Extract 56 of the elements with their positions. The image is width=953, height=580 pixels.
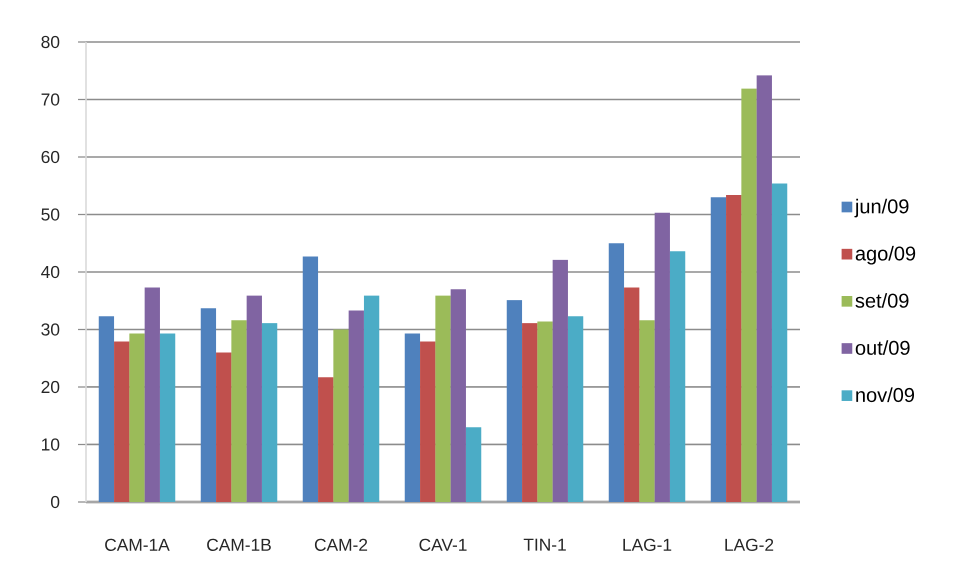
y-tick-label: 10 <box>42 438 60 451</box>
x-tick-label: CAV-1 <box>419 538 467 551</box>
bar <box>654 212 670 502</box>
y-tick-label: 60 <box>42 150 60 164</box>
x-tick-label: TIN-1 <box>524 538 566 551</box>
legend-label: jun/09 <box>854 198 908 218</box>
bar <box>466 427 482 502</box>
legend-label: out/09 <box>856 340 910 355</box>
bar <box>710 197 726 502</box>
x-tick-label: CAM-2 <box>314 538 368 551</box>
y-tick-label: 40 <box>41 266 60 278</box>
bar <box>670 251 686 502</box>
y-tick-label: 70 <box>42 93 60 106</box>
x-tick-label: CAM-1B <box>207 538 271 551</box>
bar <box>608 243 624 502</box>
bar <box>552 260 568 502</box>
y-tick-label: 20 <box>42 380 60 394</box>
bar <box>200 308 216 502</box>
bar <box>144 288 160 502</box>
bar <box>262 323 278 502</box>
bar <box>114 342 130 502</box>
bar <box>726 194 742 502</box>
bar <box>98 316 114 502</box>
legend-label: ago/09 <box>856 246 916 265</box>
bar <box>506 300 522 502</box>
x-tick-label: CAM-1A <box>105 538 170 551</box>
y-tick-label: 0 <box>50 496 60 508</box>
bar <box>772 183 788 502</box>
bar <box>129 334 145 502</box>
bar <box>231 320 247 502</box>
bar <box>624 288 640 502</box>
bar <box>216 352 232 502</box>
x-tick-label: LAG-2 <box>725 538 774 551</box>
bar <box>420 342 436 502</box>
bar <box>404 334 420 502</box>
bar <box>537 321 553 502</box>
bar <box>302 256 318 502</box>
bar <box>333 329 349 502</box>
x-tick-label: LAG-1 <box>623 538 672 551</box>
bar <box>435 296 451 502</box>
bar <box>246 296 262 502</box>
y-tick-label: 80 <box>41 36 60 48</box>
bar <box>639 320 655 502</box>
bar <box>364 296 380 502</box>
bar <box>348 310 364 502</box>
bar <box>160 334 176 502</box>
bar <box>741 88 757 502</box>
y-tick-label: 50 <box>41 208 60 221</box>
bar <box>318 377 334 502</box>
bar <box>450 289 466 502</box>
bar <box>568 316 584 502</box>
legend-label: set/09 <box>856 293 908 308</box>
y-tick-label: 30 <box>41 323 60 336</box>
legend-label: nov/09 <box>856 387 914 402</box>
bar <box>522 323 538 502</box>
bar <box>756 75 772 502</box>
